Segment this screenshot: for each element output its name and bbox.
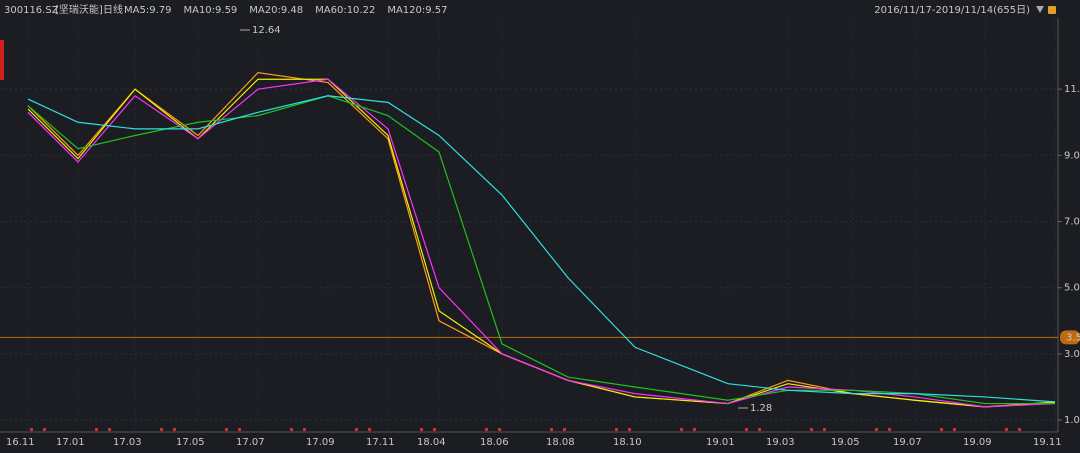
event-marker: [368, 428, 371, 431]
ma-line: [27, 78, 1056, 408]
event-marker: [615, 428, 618, 431]
x-tick-label: 19.11: [1033, 437, 1062, 448]
y-tick-label: 11.00: [1064, 84, 1080, 95]
event-marker: [485, 428, 488, 431]
event-marker: [108, 428, 111, 431]
x-tick-label: 19.03: [766, 437, 795, 448]
x-tick-label: 16.11: [6, 437, 35, 448]
side-marker: [0, 40, 4, 80]
ma-line: [27, 95, 1055, 405]
ma-line: [27, 95, 1056, 403]
y-tick-label: 7.00: [1064, 217, 1080, 228]
event-marker: [160, 428, 163, 431]
event-marker: [680, 428, 683, 431]
event-marker: [563, 428, 566, 431]
reference-label: 3.5: [1066, 332, 1080, 343]
legend-entry: MA10:9.59: [183, 5, 237, 16]
event-marker: [953, 428, 956, 431]
event-marker: [433, 428, 436, 431]
event-marker: [498, 428, 501, 431]
legend-entry: MA5:9.79: [124, 5, 171, 16]
x-tick-label: 19.07: [893, 437, 922, 448]
x-tick-label: 17.07: [236, 437, 265, 448]
event-marker: [823, 428, 826, 431]
event-marker: [1005, 428, 1008, 431]
y-tick-label: 3.00: [1064, 349, 1080, 360]
y-tick-label: 5.00: [1064, 283, 1080, 294]
event-marker: [30, 428, 33, 431]
event-marker: [758, 428, 761, 431]
event-marker: [888, 428, 891, 431]
event-marker: [628, 428, 631, 431]
x-tick-label: 17.11: [366, 437, 395, 448]
y-tick-label: 1.00: [1064, 415, 1080, 426]
symbol: 300116.SZ: [4, 5, 59, 16]
event-marker: [940, 428, 943, 431]
x-tick-label: 17.05: [176, 437, 205, 448]
event-marker: [875, 428, 878, 431]
event-marker: [1018, 428, 1021, 431]
legend-entry: MA60:10.22: [315, 5, 375, 16]
x-tick-label: 18.06: [480, 437, 509, 448]
event-marker: [238, 428, 241, 431]
event-marker: [173, 428, 176, 431]
event-marker: [290, 428, 293, 431]
annotation: 12.64: [252, 25, 281, 36]
event-marker: [95, 428, 98, 431]
event-marker: [550, 428, 553, 431]
dropdown-arrow[interactable]: [1036, 6, 1044, 13]
x-tick-label: 17.03: [113, 437, 142, 448]
event-marker: [355, 428, 358, 431]
reference-badge: [1060, 330, 1080, 345]
event-marker: [43, 428, 46, 431]
stock-name: [坚瑞沃能]: [55, 3, 103, 16]
x-tick-label: 17.09: [306, 437, 335, 448]
event-marker: [745, 428, 748, 431]
event-marker: [420, 428, 423, 431]
x-tick-label: 19.09: [963, 437, 992, 448]
x-tick-label: 17.01: [56, 437, 85, 448]
x-tick-label: 18.10: [613, 437, 642, 448]
y-tick-label: 9.00: [1064, 150, 1080, 161]
event-marker: [693, 428, 696, 431]
event-marker: [225, 428, 228, 431]
legend-entry: MA120:9.57: [387, 5, 447, 16]
date-range: 2016/11/17-2019/11/14(655日): [874, 5, 1030, 16]
x-tick-label: 18.04: [417, 437, 446, 448]
legend-entry: MA20:9.48: [249, 5, 303, 16]
x-tick-label: 19.01: [706, 437, 735, 448]
lock-icon[interactable]: [1048, 6, 1056, 14]
x-tick-label: 19.05: [831, 437, 860, 448]
event-marker: [303, 428, 306, 431]
event-marker: [810, 428, 813, 431]
annotation: 1.28: [750, 403, 772, 414]
x-tick-label: 18.08: [546, 437, 575, 448]
period: 日线: [103, 3, 123, 16]
